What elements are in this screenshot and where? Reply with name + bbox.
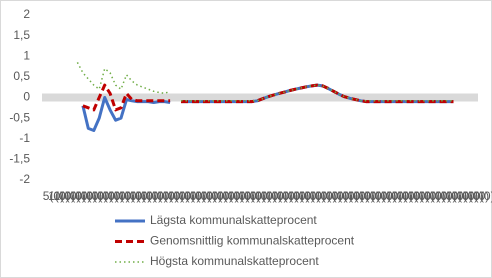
x-tick-label: 0(0)	[103, 189, 124, 203]
x-tick-label: 0(0)	[413, 189, 434, 203]
x-tick-label: 0(0)	[430, 189, 451, 203]
x-tick-label: 0(0)	[206, 189, 227, 203]
x-tick-label: 0(0)	[342, 189, 363, 203]
x-tick-label: 0(0)	[451, 189, 472, 203]
x-tick-label: 0(0)	[157, 189, 178, 203]
x-tick-label: 0(0)	[332, 189, 353, 203]
y-tick-label: 1,5	[13, 28, 30, 42]
x-tick-label: 0(0)	[92, 189, 113, 203]
legend-label: Genomsnittlig kommunalskatteprocent	[150, 234, 355, 248]
x-tick-label: 1(0)	[54, 189, 75, 203]
x-tick-label: 0(0)	[228, 189, 249, 203]
x-tick-label: 0(0)	[288, 189, 309, 203]
x-tick-label: 0(0)	[114, 189, 135, 203]
y-tick-label: -1	[19, 131, 30, 145]
x-tick-label: 0(0)	[184, 189, 205, 203]
x-tick-label: 0(0)	[272, 189, 293, 203]
x-tick-label: 0(0)	[473, 189, 492, 203]
x-tick-label: 0(0)	[146, 189, 167, 203]
x-tick-label: 1(0)	[48, 189, 69, 203]
x-tick-label: 0(0)	[70, 189, 91, 203]
x-tick-label: 0(0)	[190, 189, 211, 203]
legend-label: Lägsta kommunalskatteprocent	[150, 213, 317, 227]
x-tick-label: 0(0)	[141, 189, 162, 203]
x-tick-label: 0(0)	[108, 189, 129, 203]
x-tick-label: 0(0)	[261, 189, 282, 203]
y-tick-label: 0	[23, 90, 30, 104]
x-tick-label: 0(0)	[435, 189, 456, 203]
x-tick-label: 0(0)	[299, 189, 320, 203]
x-tick-label: 0(0)	[446, 189, 467, 203]
x-tick-label: 0(0)	[212, 189, 233, 203]
x-tick-label: 0(0)	[174, 189, 195, 203]
x-tick-label: 0(0)	[370, 189, 391, 203]
x-tick-label: 0(0)	[381, 189, 402, 203]
x-tick-label: 0(0)	[97, 189, 118, 203]
x-tick-label: 0(0)	[364, 189, 385, 203]
x-tick-label: 0(0)	[81, 189, 102, 203]
x-tick-label: 0(0)	[386, 189, 407, 203]
x-tick-label: 0(0)	[392, 189, 413, 203]
x-tick-label: 0(0)	[135, 189, 156, 203]
x-tick-label: 0(0)	[337, 189, 358, 203]
series-line	[76, 62, 454, 102]
legend-label: Högsta kommunalskatteprocent	[150, 254, 319, 268]
x-tick-label: 0(0)	[124, 189, 145, 203]
y-tick-label: -0,5	[9, 110, 30, 124]
x-tick-label: 0(0)	[304, 189, 325, 203]
x-tick-label: 0(0)	[321, 189, 342, 203]
x-tick-label: 0(0)	[462, 189, 483, 203]
x-tick-label: 0(0)	[348, 189, 369, 203]
x-tick-label: 0(0)	[397, 189, 418, 203]
x-tick-label: 0(0)	[163, 189, 184, 203]
x-tick-label: 0(0)	[201, 189, 222, 203]
x-tick-label: 0(0)	[65, 189, 86, 203]
x-tick-label: 0(0)	[86, 189, 107, 203]
x-tick-label: 0(0)	[233, 189, 254, 203]
x-tick-label: 0(0)	[375, 189, 396, 203]
x-tick-label: 0(0)	[315, 189, 336, 203]
x-tick-label: 0(0)	[283, 189, 304, 203]
x-tick-label: 0(0)	[441, 189, 462, 203]
x-tick-label: 0(0)	[250, 189, 271, 203]
x-tick-label: 0(0)	[419, 189, 440, 203]
x-tick-label: 0(0)	[179, 189, 200, 203]
y-tick-label: -1,5	[9, 152, 30, 166]
x-tick-label: 0(0)	[239, 189, 260, 203]
x-tick-label: 0(0)	[359, 189, 380, 203]
y-tick-label: -2	[19, 172, 30, 186]
x-tick-label: 0(0)	[402, 189, 423, 203]
x-tick-label: 0(0)	[75, 189, 96, 203]
y-tick-label: 0,5	[13, 69, 30, 83]
x-tick-label: 0(0)	[195, 189, 216, 203]
x-tick-label: 0(0)	[59, 189, 80, 203]
x-tick-label: 0(0)	[326, 189, 347, 203]
x-tick-label: 0(0)	[457, 189, 478, 203]
x-tick-label: 0(0)	[168, 189, 189, 203]
x-tick-label: 0(0)	[119, 189, 140, 203]
x-tick-label: 0(0)	[244, 189, 265, 203]
x-tick-label: 0(0)	[130, 189, 151, 203]
x-tick-label: 0(0)	[277, 189, 298, 203]
x-tick-label: 0(0)	[152, 189, 173, 203]
x-tick-label: 0(0)	[217, 189, 238, 203]
series-line	[82, 83, 454, 112]
x-tick-label: 5(0)	[43, 189, 64, 203]
x-tick-label: 0(0)	[293, 189, 314, 203]
x-tick-label: 0(0)	[266, 189, 287, 203]
x-tick-label: 0(0)	[468, 189, 489, 203]
x-tick-label: 0(0)	[408, 189, 429, 203]
x-tick-label: 0(0)	[255, 189, 276, 203]
x-tick-label: 0(0)	[424, 189, 445, 203]
y-tick-label: 2	[23, 7, 30, 21]
x-tick-label: 0(0)	[223, 189, 244, 203]
y-tick-label: 1	[23, 48, 30, 62]
x-tick-label: 0(0)	[353, 189, 374, 203]
x-tick-label: 0(0)	[310, 189, 331, 203]
